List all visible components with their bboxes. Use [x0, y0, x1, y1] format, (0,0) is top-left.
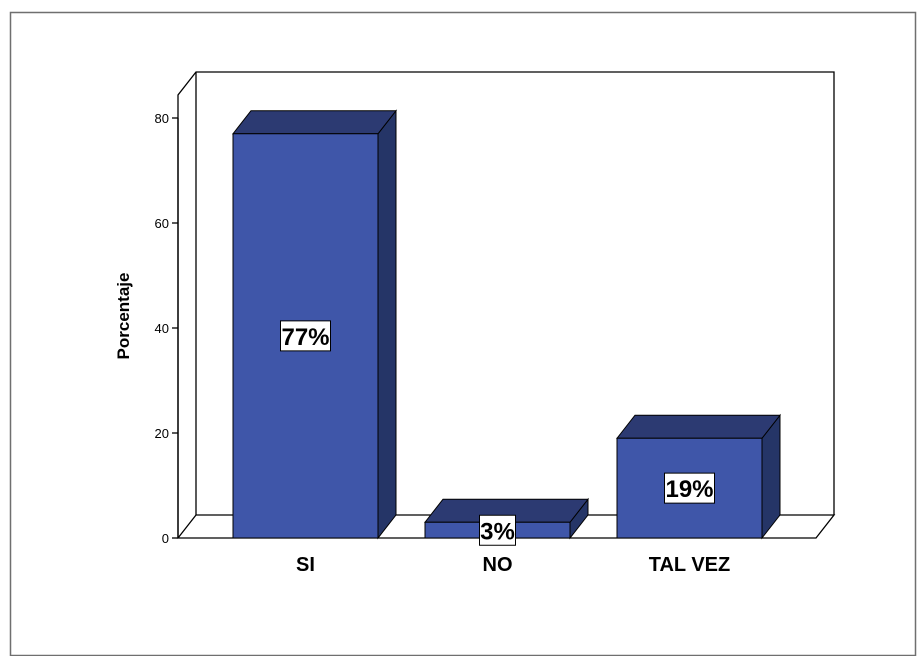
x-tick-label: TAL VEZ: [649, 554, 730, 576]
data-label-box: [664, 472, 715, 504]
y-tick-label: 40: [155, 321, 169, 336]
data-label: 77%: [281, 324, 329, 351]
bars: 77% 3% 19%: [231, 109, 782, 546]
outer-frame: [9, 11, 917, 657]
bar-no: 3%: [423, 497, 590, 546]
y-axis: 0 20 40 60 80: [155, 111, 179, 546]
plot-floor: [176, 514, 836, 539]
bar-top: [615, 414, 782, 439]
y-tick-label: 80: [155, 111, 169, 126]
data-label: 3%: [480, 518, 515, 545]
y-tick-label: 60: [155, 216, 169, 231]
y-axis-label: Porcentaje: [114, 273, 133, 360]
x-tick-label: SI: [296, 554, 315, 576]
data-label-box: [479, 514, 516, 546]
x-axis-labels: SI NO TAL VEZ: [296, 554, 730, 576]
data-label: 19%: [665, 476, 713, 503]
y-tick-label: 0: [162, 531, 169, 546]
bar-top: [231, 110, 398, 135]
bar-si: 77%: [231, 109, 398, 540]
y-tick-label: 20: [155, 426, 169, 441]
bar-side: [377, 109, 397, 540]
data-label-box: [280, 320, 331, 352]
x-tick-label: NO: [483, 554, 513, 576]
bar-tal-vez: 19%: [615, 413, 782, 540]
